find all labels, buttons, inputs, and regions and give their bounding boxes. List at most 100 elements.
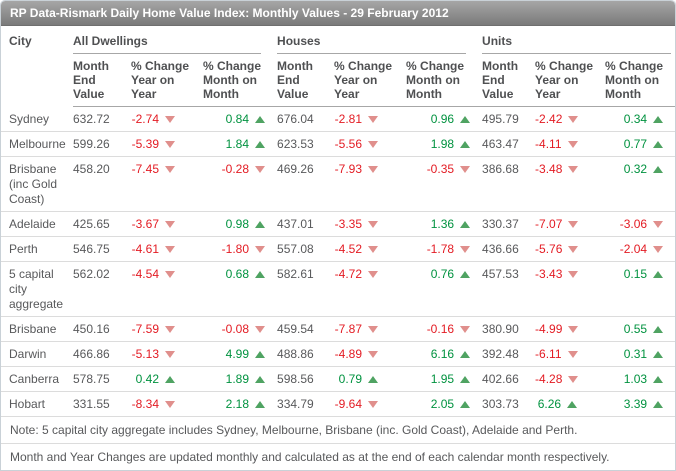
pct-change-cell: -0.35 <box>406 156 483 212</box>
down-arrow-icon <box>368 246 379 253</box>
up-arrow-icon <box>255 271 266 278</box>
subheader-cell: Month End Value <box>277 54 335 107</box>
pct-change-value: -5.13 <box>131 347 159 361</box>
subheader-row: Month End Value% Change Year on Year% Ch… <box>1 54 675 107</box>
month-end-value-cell: 495.79 <box>482 106 536 132</box>
pct-change-value: -8.34 <box>131 397 159 411</box>
up-arrow-icon <box>255 351 266 358</box>
pct-change-value: 0.76 <box>430 267 455 281</box>
down-arrow-icon <box>165 351 175 358</box>
subheader-cell: Month End Value <box>73 54 131 107</box>
pct-change-value: 1.95 <box>430 372 455 386</box>
pct-change-cell: 0.76 <box>406 261 483 317</box>
pct-change-cell: -1.78 <box>406 236 483 262</box>
pct-change-value: 3.39 <box>623 397 648 411</box>
city-cell: Hobart <box>1 391 73 417</box>
down-arrow-icon <box>165 271 175 278</box>
up-arrow-icon <box>653 141 664 148</box>
pct-change-value: 0.84 <box>225 112 250 126</box>
pct-change-value: 0.32 <box>623 162 648 176</box>
up-arrow-icon <box>653 271 664 278</box>
pct-change-cell: -0.08 <box>203 316 278 342</box>
pct-change-cell: -5.13 <box>131 341 203 367</box>
table-row: 5 capital city aggregate 562.02 -4.54 0.68 5… <box>1 261 675 317</box>
month-end-value: 331.55 <box>73 397 110 411</box>
pct-change-cell: 2.18 <box>203 391 278 417</box>
month-end-value: 402.66 <box>482 372 519 386</box>
month-end-value: 380.90 <box>482 322 519 336</box>
pct-change-value: 1.98 <box>430 137 455 151</box>
pct-change-value: 0.15 <box>623 267 648 281</box>
pct-change-value: -7.45 <box>131 162 159 176</box>
pct-change-value: -0.35 <box>426 162 455 176</box>
down-arrow-icon <box>568 246 579 253</box>
city-cell: Adelaide <box>1 211 73 237</box>
month-end-value: 495.79 <box>482 112 519 126</box>
month-end-value: 466.86 <box>73 347 110 361</box>
pct-change-cell: -6.11 <box>535 341 606 367</box>
city-cell: Sydney <box>1 106 73 132</box>
pct-change-value: -9.64 <box>334 397 363 411</box>
pct-change-cell: -1.80 <box>203 236 278 262</box>
widget-title-bar: RP Data-Rismark Daily Home Value Index: … <box>1 1 675 26</box>
month-end-value-cell: 386.68 <box>482 156 536 212</box>
pct-change-cell: -4.11 <box>535 131 606 157</box>
month-end-value-cell: 562.02 <box>73 261 131 317</box>
pct-change-value: 0.79 <box>338 372 363 386</box>
pct-change-cell: -2.81 <box>334 106 407 132</box>
pct-change-cell: 0.31 <box>605 341 675 367</box>
up-arrow-icon <box>460 141 471 148</box>
pct-change-cell: 1.98 <box>406 131 483 157</box>
pct-change-cell: 1.03 <box>605 366 675 392</box>
up-arrow-icon <box>255 116 266 123</box>
month-end-value: 599.26 <box>73 137 110 151</box>
month-end-value-cell: 469.26 <box>277 156 335 212</box>
pct-change-cell: -9.64 <box>334 391 407 417</box>
down-arrow-icon <box>568 166 579 173</box>
month-end-value-cell: 303.73 <box>482 391 536 417</box>
down-arrow-icon <box>368 116 379 123</box>
down-arrow-icon <box>460 166 471 173</box>
pct-change-value: -5.39 <box>131 137 159 151</box>
month-end-value: 436.66 <box>482 242 519 256</box>
pct-change-cell: -2.74 <box>131 106 203 132</box>
pct-change-cell: -5.39 <box>131 131 203 157</box>
month-end-value: 582.61 <box>277 267 314 281</box>
up-arrow-icon <box>460 116 471 123</box>
pct-change-cell: -3.48 <box>535 156 606 212</box>
down-arrow-icon <box>165 221 175 228</box>
up-arrow-icon <box>460 271 471 278</box>
table-row: Brisbane (inc Gold Coast) 458.20 -7.45 -0.2… <box>1 156 675 212</box>
table-row: Darwin 466.86 -5.13 4.99 488.86 -4.89 6.16 392.… <box>1 341 675 367</box>
pct-change-value: -0.28 <box>221 162 250 176</box>
month-end-value-cell: 598.56 <box>277 366 335 392</box>
month-end-value: 386.68 <box>482 162 519 176</box>
up-arrow-icon <box>653 376 664 383</box>
pct-change-cell: -4.28 <box>535 366 606 392</box>
pct-change-cell: 6.26 <box>535 391 606 417</box>
pct-change-value: 0.34 <box>623 112 648 126</box>
down-arrow-icon <box>460 326 471 333</box>
group-header-houses: Houses <box>277 26 482 54</box>
down-arrow-icon <box>255 166 266 173</box>
city-cell: Perth <box>1 236 73 262</box>
table-row: Sydney 632.72 -2.74 0.84 676.04 -2.81 0.96 495.… <box>1 106 675 132</box>
pct-change-value: -4.11 <box>535 137 562 151</box>
month-end-value: 488.86 <box>277 347 314 361</box>
down-arrow-icon <box>255 246 266 253</box>
up-arrow-icon <box>653 351 664 358</box>
city-cell: Brisbane <box>1 316 73 342</box>
pct-change-cell: 0.98 <box>203 211 278 237</box>
pct-change-value: -4.89 <box>334 347 363 361</box>
pct-change-value: -3.43 <box>535 267 563 281</box>
pct-change-cell: -2.42 <box>535 106 606 132</box>
pct-change-cell: -3.43 <box>535 261 606 317</box>
month-end-value: 578.75 <box>73 372 110 386</box>
pct-change-value: -7.07 <box>535 217 563 231</box>
down-arrow-icon <box>568 221 579 228</box>
up-arrow-icon <box>165 376 175 383</box>
down-arrow-icon <box>368 401 379 408</box>
month-end-value-cell: 330.37 <box>482 211 536 237</box>
month-end-value-cell: 463.47 <box>482 131 536 157</box>
month-end-value: 557.08 <box>277 242 314 256</box>
